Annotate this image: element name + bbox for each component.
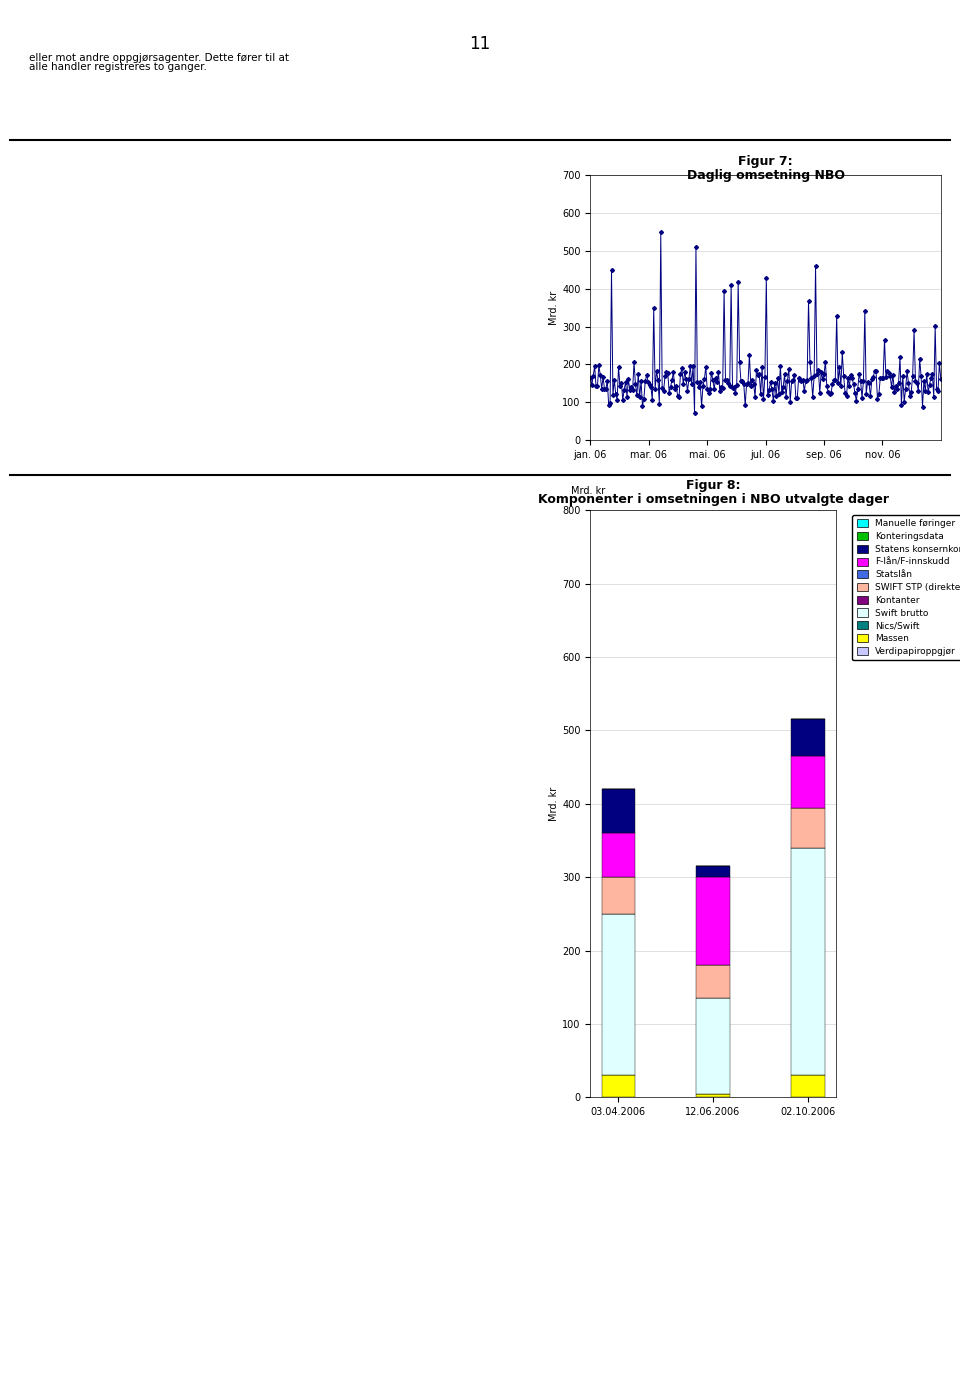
Text: alle handler registreres to ganger.: alle handler registreres to ganger. [29, 62, 206, 71]
Text: Figur 7:: Figur 7: [738, 155, 793, 168]
Bar [696, 867, 730, 878]
Bar [696, 1093, 730, 1097]
Bar [602, 1075, 635, 1097]
Bar [696, 965, 730, 998]
Bar [696, 998, 730, 1093]
Bar [791, 1075, 825, 1097]
Bar [602, 788, 635, 833]
Bar [602, 878, 635, 914]
Text: Figur 8:: Figur 8: [685, 480, 740, 492]
Text: 11: 11 [469, 35, 491, 53]
Bar [602, 914, 635, 1075]
Text: Komponenter i omsetningen i NBO utvalgte dager: Komponenter i omsetningen i NBO utvalgte… [538, 493, 889, 506]
Y-axis label: Mrd. kr: Mrd. kr [549, 291, 560, 324]
Text: Mrd. kr: Mrd. kr [570, 485, 605, 495]
Bar [696, 878, 730, 965]
Text: eller mot andre oppgjørsagenter. Dette fører til at: eller mot andre oppgjørsagenter. Dette f… [29, 53, 289, 63]
Bar [791, 847, 825, 1075]
Y-axis label: Mrd. kr: Mrd. kr [549, 787, 560, 821]
Bar [602, 833, 635, 878]
Bar [791, 808, 825, 847]
Bar [791, 720, 825, 756]
Text: Daglig omsetning NBO: Daglig omsetning NBO [686, 169, 845, 182]
Legend: Manuelle føringer, Konteringsdata, Statens konsernkonto, F-lån/F-innskudd, Stats: Manuelle føringer, Konteringsdata, State… [852, 514, 960, 660]
Bar [791, 756, 825, 808]
